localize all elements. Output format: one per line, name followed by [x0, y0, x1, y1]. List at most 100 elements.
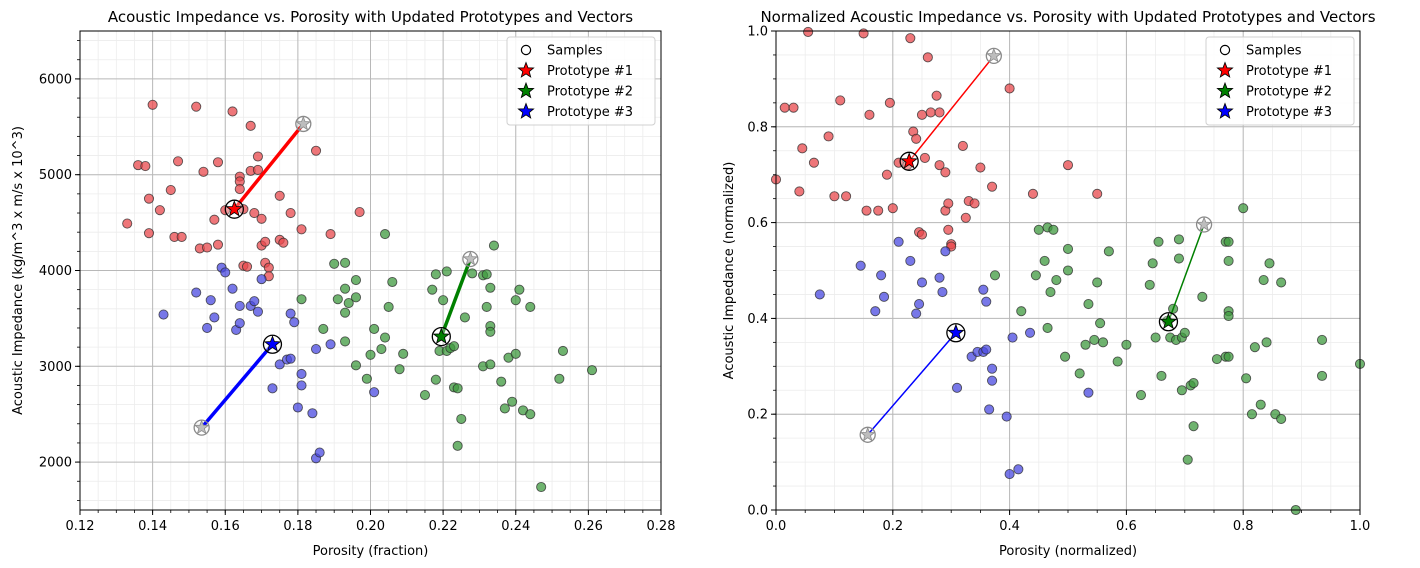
sample-point	[1039, 255, 1050, 266]
update-vector	[439, 258, 472, 338]
sample-point	[536, 481, 547, 493]
sample-point	[212, 239, 224, 250]
sample-point	[296, 224, 307, 235]
sample-point	[1135, 389, 1147, 401]
sample-point	[1147, 258, 1158, 269]
sample-point	[227, 106, 238, 117]
update-vector	[867, 332, 957, 436]
sample-point	[350, 292, 362, 303]
legend-label: Prototype #2	[1246, 85, 1332, 100]
x-tick-label: 0.2	[882, 519, 903, 534]
sample-point	[481, 301, 492, 312]
y-tick-label: 0.8	[747, 120, 768, 135]
sample-point	[1255, 399, 1266, 410]
sample-point	[934, 272, 945, 283]
sample-point	[861, 205, 872, 216]
sample-point	[1051, 275, 1062, 286]
sample-point	[158, 309, 169, 320]
legend-prototype-marker	[1216, 81, 1234, 99]
sample-point	[147, 99, 158, 110]
sample-point	[1030, 270, 1041, 281]
sample-point	[943, 198, 954, 209]
sample-point	[369, 323, 380, 334]
sample-point	[252, 306, 263, 317]
sample-point	[1173, 234, 1185, 245]
sample-point	[143, 193, 155, 204]
old-prototype-star	[295, 115, 312, 131]
sample-point	[499, 403, 510, 414]
y-tick-label: 1.0	[747, 25, 768, 40]
sample-point	[969, 198, 980, 209]
sample-point	[1103, 246, 1114, 257]
sample-point	[340, 307, 351, 318]
x-tick-label: 0.12	[66, 519, 95, 534]
prototype-star	[900, 152, 918, 169]
sample-point	[510, 348, 521, 359]
sample-point	[1276, 277, 1287, 288]
sample-point	[325, 229, 336, 240]
sample-point	[220, 267, 231, 278]
prototype-star	[947, 323, 965, 341]
legend-prototype-marker	[517, 61, 535, 78]
sample-point	[430, 269, 441, 280]
sample-point	[1264, 258, 1275, 269]
sample-point	[1223, 351, 1234, 362]
sample-point	[310, 145, 322, 156]
sample-point	[318, 323, 329, 334]
y-axis-label: Acoustic Impedance (normalized)	[722, 162, 737, 380]
sample-point	[1238, 203, 1249, 214]
sample-point	[267, 383, 278, 394]
sample-point	[803, 26, 814, 38]
sample-point	[296, 368, 307, 380]
ticks: 0.12 0.14 0.16 0.18 0.20 0.22 0.24 0.26 0.28 2000…	[39, 40, 675, 534]
sample-point	[940, 167, 951, 178]
sample-point	[387, 276, 398, 288]
sample-point	[1092, 188, 1103, 199]
y-tick-label: 2000	[39, 456, 72, 471]
sample-point	[292, 402, 303, 413]
sample-point	[256, 213, 267, 224]
sample-point	[984, 404, 995, 415]
sample-point	[481, 269, 492, 280]
sample-point	[354, 207, 365, 218]
sample-point	[485, 282, 496, 293]
sample-point	[256, 274, 267, 285]
sample-point	[234, 318, 245, 329]
sample-point	[488, 240, 500, 251]
sample-point	[916, 109, 928, 120]
sample-point	[1027, 188, 1039, 199]
legend-prototype-marker	[1216, 61, 1234, 78]
sample-point	[398, 348, 409, 359]
sample-point	[957, 140, 968, 152]
sample-point	[1062, 243, 1074, 254]
update-vector	[1167, 224, 1205, 323]
x-tick-label: 0.14	[138, 519, 167, 534]
prototype-star	[1159, 312, 1178, 330]
y-tick-label: 0.0	[747, 504, 768, 519]
sample-point	[209, 214, 220, 225]
sample-point	[278, 237, 289, 248]
sample-point	[456, 413, 467, 425]
sample-point	[1042, 322, 1053, 334]
sample-point	[350, 360, 362, 371]
sample-point	[1097, 337, 1109, 348]
sample-point	[209, 312, 220, 323]
sample-point	[165, 184, 176, 196]
sample-point	[1241, 373, 1252, 384]
legend-label: Samples	[547, 44, 603, 59]
sample-point	[383, 301, 394, 312]
sample-point	[249, 207, 260, 219]
sample-point	[1004, 469, 1015, 480]
sample-point	[441, 266, 452, 277]
sample-point	[934, 107, 945, 118]
sample-point	[1153, 236, 1164, 247]
sample-point	[1223, 236, 1234, 247]
sample-points	[122, 99, 598, 493]
sample-point	[814, 289, 825, 300]
sample-point	[340, 257, 351, 268]
sample-point	[989, 270, 1001, 281]
sample-points	[770, 26, 1366, 516]
sample-point	[234, 184, 245, 195]
sample-point	[1045, 287, 1056, 298]
sample-point	[887, 203, 898, 214]
